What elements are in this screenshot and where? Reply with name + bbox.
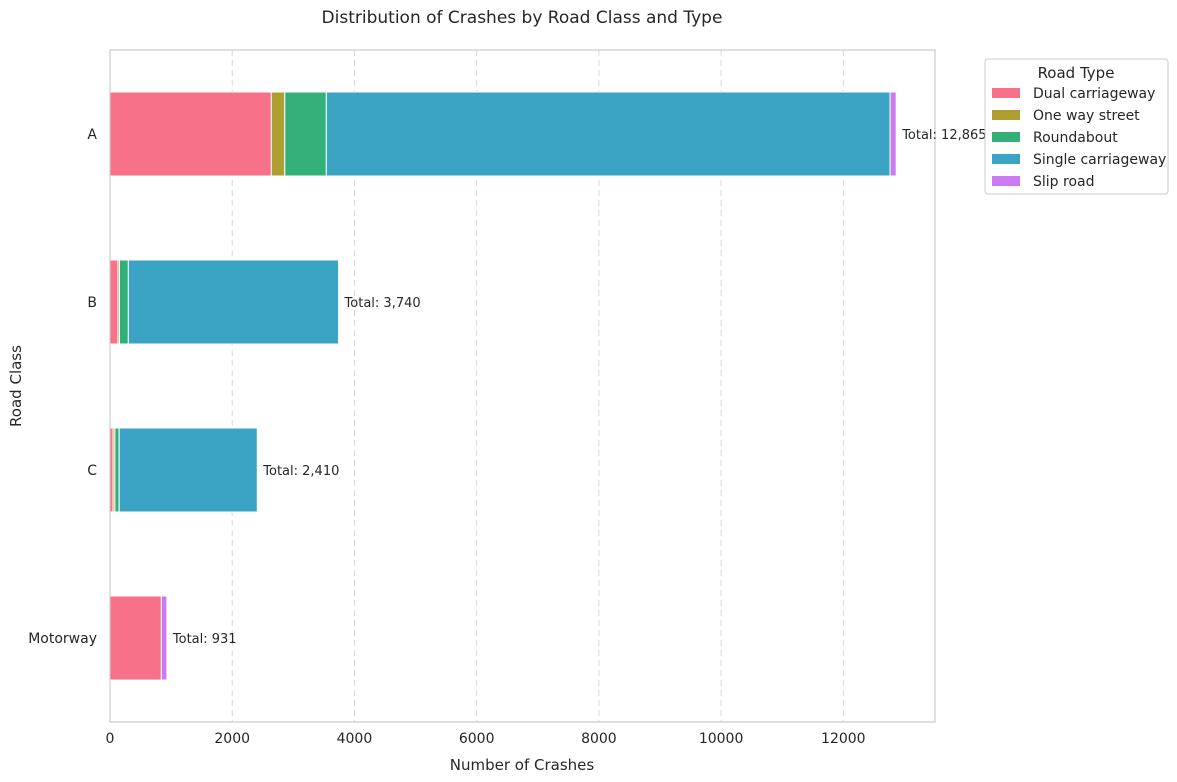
x-tick-label: 6000 — [459, 731, 495, 747]
x-axis-label: Number of Crashes — [450, 756, 595, 774]
bar-a-dual-carriageway — [109, 91, 272, 177]
legend-label-slip-road: Slip road — [1033, 174, 1094, 190]
total-label: Total: 2,410 — [262, 464, 339, 479]
total-label: Total: 931 — [172, 632, 237, 647]
legend: Road Type Dual carriageway One way street… — [984, 58, 1169, 195]
total-labels: Total: 12,865 Total: 3,740 Total: 2,410 Tot… — [172, 128, 987, 647]
legend-box — [984, 58, 1169, 195]
bar-motorway-slip-road — [160, 595, 168, 681]
bar-b-dual-carriageway — [109, 259, 119, 345]
bar-a-roundabout — [284, 91, 327, 177]
x-tick-label: 8000 — [581, 731, 617, 747]
x-tick-label: 4000 — [337, 731, 373, 747]
legend-swatch-one-way-street — [992, 110, 1020, 120]
y-ticks: A B C Motorway — [28, 127, 97, 647]
bar-a-single-carriageway — [325, 91, 891, 177]
x-tick-label: 10000 — [699, 731, 744, 747]
bar-b-single-carriageway — [127, 259, 340, 345]
bar-a-slip-road — [889, 91, 897, 177]
chart-title: Distribution of Crashes by Road Class an… — [322, 8, 723, 28]
legend-label-single-carriageway: Single carriageway — [1033, 152, 1166, 168]
y-tick-label: Motorway — [28, 631, 97, 647]
bar-motorway-dual-carriageway — [109, 595, 162, 681]
bars — [109, 91, 897, 681]
x-ticks: 0 2000 4000 6000 8000 10000 12000 — [106, 731, 866, 747]
y-tick-label: B — [87, 295, 97, 311]
total-label: Total: 12,865 — [901, 128, 986, 143]
bar-b-roundabout — [118, 259, 129, 345]
x-tick-label: 12000 — [821, 731, 866, 747]
legend-items: Dual carriageway One way street Roundabout… — [992, 86, 1166, 190]
bar-c-single-carriageway — [118, 427, 258, 513]
plot-frame — [109, 49, 936, 723]
y-tick-label: C — [87, 463, 97, 479]
total-label: Total: 3,740 — [344, 296, 421, 311]
legend-swatch-slip-road — [992, 176, 1020, 186]
legend-label-one-way-street: One way street — [1033, 108, 1140, 124]
x-tick-label: 2000 — [214, 731, 250, 747]
legend-label-roundabout: Roundabout — [1033, 130, 1118, 146]
legend-label-dual-carriageway: Dual carriageway — [1033, 86, 1155, 102]
y-axis-label: Road Class — [7, 345, 25, 427]
legend-swatch-single-carriageway — [992, 154, 1020, 164]
legend-title: Road Type — [1038, 64, 1115, 82]
bar-c-roundabout — [114, 427, 120, 513]
legend-swatch-dual-carriageway — [992, 88, 1020, 98]
legend-swatch-roundabout — [992, 132, 1020, 142]
y-tick-label: A — [87, 127, 97, 143]
bar-a-one-way-street — [270, 91, 286, 177]
x-tick-label: 0 — [106, 731, 115, 747]
